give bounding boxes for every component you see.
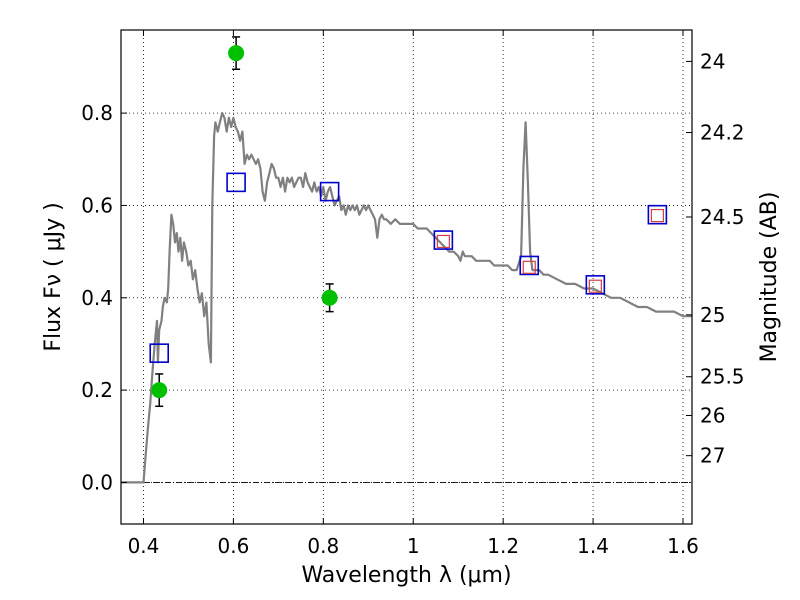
y2-tick-label: 25.5 — [700, 365, 745, 389]
plot-frame — [120, 29, 693, 525]
y2-tick-label: 24 — [700, 49, 725, 73]
model-photometry-square — [433, 230, 454, 250]
model-photometry-square — [647, 204, 668, 225]
y-tick-label: 0.8 — [81, 101, 113, 125]
grid — [121, 30, 692, 524]
y-tick-label: 0.0 — [81, 470, 113, 494]
observed-point — [151, 382, 168, 399]
model-photometry-square — [319, 181, 340, 202]
y2-tick-label: 24.2 — [700, 120, 745, 144]
observed-point — [321, 289, 338, 306]
x-tick-label: 1.4 — [577, 534, 609, 558]
y2-tick-label: 27 — [700, 444, 725, 468]
y-tick-label: 0.2 — [81, 378, 113, 402]
y2-tick-label: 26 — [700, 404, 725, 428]
ir-point-square — [650, 208, 664, 223]
sed-model-line — [121, 112, 692, 484]
y2-tick-label: 24.5 — [700, 205, 745, 229]
x-tick-label: 1.2 — [487, 534, 519, 558]
series — [121, 36, 692, 484]
model-photometry-square — [519, 255, 540, 276]
x-tick-label: 0.8 — [307, 534, 339, 558]
x-tick-label: 1.6 — [667, 534, 699, 558]
ir-point-square — [522, 260, 536, 274]
ir-point-square — [588, 279, 602, 293]
observed-point — [228, 45, 245, 62]
y2-axis-label: Magnitude (AB) — [757, 192, 782, 363]
x-axis-label: Wavelength λ (μm) — [301, 563, 511, 588]
ir-point-square — [436, 234, 450, 249]
model-photometry-square — [149, 343, 170, 363]
y-tick-label: 0.6 — [81, 193, 113, 217]
y-axis-label: Flux Fν ( μJy ) — [41, 202, 66, 351]
x-tick-label: 1 — [407, 534, 420, 558]
y-tick-label: 0.4 — [81, 286, 113, 310]
ticks: 0.4 0.6 0.8 1 1.2 1.4 1.6 0.0 0.2 0.4 0.6 0.8 24 24.2… — [81, 30, 745, 558]
model-photometry-square — [226, 172, 246, 193]
y2-tick-label: 25 — [700, 303, 725, 327]
x-tick-label: 0.6 — [217, 534, 249, 558]
model-photometry-square — [585, 275, 606, 295]
x-tick-label: 0.4 — [128, 534, 160, 558]
